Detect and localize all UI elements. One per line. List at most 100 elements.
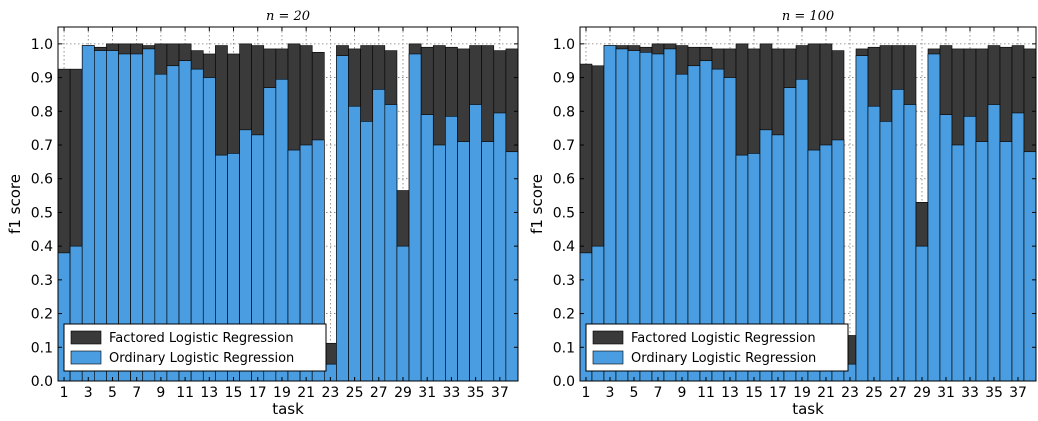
bar-ordinary-task-37 (493, 112, 507, 382)
axes-frame (579, 26, 1037, 382)
x-tick-label: 17 (769, 385, 787, 401)
y-axis-ticks: 0.0 0.1 0.2 0.3 0.4 0.5 0.6 0.7 0.8 0.9 1.0 (553, 37, 1036, 390)
bar-ordinary-task-35 (469, 104, 482, 382)
x-axis-ticks: 1 3 5 7 9 11 13 15 17 19 21 23 25 27 29 31 33 35 37 (582, 27, 1027, 401)
x-tick-label: 19 (793, 385, 811, 401)
y-axis-ticks: 0.0 0.1 0.2 0.3 0.4 0.5 0.6 0.7 0.8 0.9 1.0 (31, 37, 518, 390)
y-tick-label: 0.7 (31, 138, 53, 154)
x-tick-label: 37 (491, 385, 509, 401)
bar-ordinary-task-28 (903, 104, 917, 382)
bar-ordinary-task-30 (927, 53, 941, 382)
y-tick-label: 0.5 (31, 205, 53, 221)
y-tick-label: 0.6 (31, 172, 53, 188)
y-tick-label: 0.4 (553, 239, 575, 255)
x-tick-label: 15 (745, 385, 763, 401)
bar-ordinary-task-29 (396, 245, 410, 382)
legend-label-factored: Factored Logistic Regression (109, 331, 294, 346)
bar-ordinary-task-36 (999, 141, 1013, 382)
y-tick-label: 0.1 (31, 340, 53, 356)
x-axis-label: task (792, 400, 824, 417)
x-tick-label: 37 (1009, 385, 1027, 401)
bar-ordinary-task-32 (951, 144, 965, 382)
x-tick-label: 15 (225, 385, 243, 401)
x-tick-label: 9 (156, 385, 165, 401)
legend-label-ordinary: Ordinary Logistic Regression (631, 351, 816, 366)
x-tick-label: 23 (841, 385, 859, 401)
x-tick-label: 31 (937, 385, 955, 401)
x-tick-label: 13 (200, 385, 218, 401)
y-tick-label: 0.5 (553, 205, 575, 221)
x-tick-label: 25 (346, 385, 364, 401)
bar-ordinary-task-24 (336, 55, 349, 382)
y-tick-label: 0.9 (31, 71, 53, 87)
y-tick-label: 0.3 (553, 273, 575, 289)
y-tick-label: 1.0 (553, 37, 575, 53)
x-tick-label: 3 (606, 385, 615, 401)
bar-ordinary-task-33 (963, 116, 977, 382)
y-tick-label: 0.0 (553, 374, 575, 390)
bar-ordinary-task-27 (372, 89, 386, 382)
x-tick-label: 5 (630, 385, 639, 401)
bar-ordinary-task-26 (879, 121, 893, 382)
x-tick-label: 7 (132, 385, 141, 401)
bar-ordinary-task-34 (975, 141, 989, 382)
y-axis-label: f1 score (528, 174, 546, 234)
x-tick-label: 13 (721, 385, 739, 401)
x-tick-label: 33 (443, 385, 461, 401)
x-tick-label: 35 (467, 385, 485, 401)
legend: Factored Logistic Regression Ordinary Log… (585, 323, 849, 372)
x-tick-label: 11 (176, 385, 194, 401)
bar-ordinary-task-31 (939, 114, 953, 382)
legend-swatch-ordinary (70, 350, 102, 365)
bar-ordinary-task-38 (1023, 151, 1037, 382)
y-tick-label: 0.7 (553, 138, 575, 154)
x-tick-label: 27 (370, 385, 388, 401)
legend-box (585, 323, 849, 372)
bar-ordinary-task-29 (915, 245, 929, 382)
legend-label-factored: Factored Logistic Regression (631, 331, 816, 346)
x-tick-label: 3 (84, 385, 93, 401)
y-tick-label: 0.8 (553, 104, 575, 120)
bar-ordinary-task-26 (360, 121, 374, 382)
bar-ordinary-task-32 (432, 144, 446, 382)
bars (579, 43, 1037, 382)
chart-panel-left: 0.00.10.20.30.40.50.60.70.80.91.01 3 5 7 9 11… (6, 9, 519, 418)
bar-ordinary-task-31 (420, 114, 434, 382)
x-tick-label: 31 (418, 385, 436, 401)
x-tick-label: 21 (817, 385, 835, 401)
bar-ordinary-task-30 (408, 53, 422, 382)
bar-ordinary-task-33 (445, 116, 458, 382)
x-tick-label: 7 (654, 385, 663, 401)
legend: Factored Logistic Regression Ordinary Log… (63, 323, 327, 372)
x-tick-label: 5 (108, 385, 117, 401)
x-tick-label: 33 (961, 385, 979, 401)
bar-ordinary-task-25 (867, 105, 881, 382)
x-tick-label: 27 (889, 385, 907, 401)
x-tick-label: 25 (865, 385, 883, 401)
x-tick-label: 9 (678, 385, 687, 401)
legend-swatch-ordinary (592, 350, 624, 365)
x-tick-label: 19 (273, 385, 291, 401)
x-tick-label: 1 (582, 385, 591, 401)
x-tick-label: 17 (249, 385, 267, 401)
y-axis-label: f1 score (6, 174, 24, 234)
y-tick-label: 0.9 (553, 71, 575, 87)
bar-ordinary-task-25 (348, 105, 361, 382)
bar-ordinary-task-38 (505, 151, 519, 382)
bar-ordinary-task-34 (457, 141, 470, 382)
bar-ordinary-task-37 (1011, 112, 1025, 382)
x-tick-label: 11 (697, 385, 715, 401)
chart-panel-right: 0.00.10.20.30.40.50.60.70.80.91.01 3 5 7 9 11… (528, 9, 1037, 418)
legend-swatch-factored (592, 330, 624, 345)
axes-frame (57, 26, 519, 382)
x-tick-label: 23 (321, 385, 339, 401)
legend-swatch-factored (70, 330, 102, 345)
bar-ordinary-task-28 (384, 104, 398, 382)
chart-title: n = 100 (782, 9, 834, 24)
x-tick-label: 29 (394, 385, 412, 401)
chart-title: n = 20 (266, 9, 310, 24)
bar-ordinary-task-27 (891, 89, 905, 382)
y-tick-label: 1.0 (31, 37, 53, 53)
